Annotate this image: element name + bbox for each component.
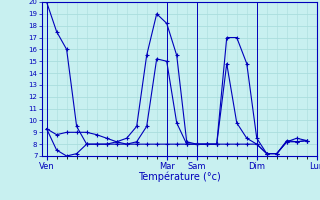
X-axis label: Température (°c): Température (°c) — [138, 172, 220, 182]
